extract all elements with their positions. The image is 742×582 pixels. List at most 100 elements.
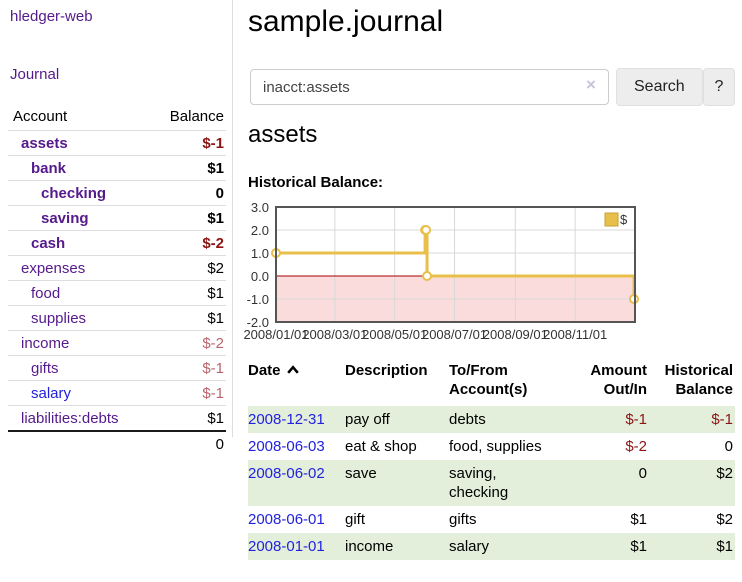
account-balance: $-1 [152,130,226,156]
account-balance: $-2 [152,330,226,356]
svg-text:-1.0: -1.0 [247,292,269,307]
amount-column-header: Amount Out/In [590,362,647,398]
account-balance: $2 [152,255,226,281]
svg-text:2008/03/01: 2008/03/01 [302,327,367,342]
account-row: liabilities:debts $1 [8,405,226,431]
transaction-date-link[interactable]: 2008-06-01 [248,511,325,528]
transaction-accounts: saving, checking [449,465,509,501]
account-row: saving $1 [8,205,226,231]
account-row: bank $1 [8,155,226,181]
sidebar-item-journal[interactable]: Journal [10,66,60,83]
legend-label: $ [620,212,628,227]
account-link-bank[interactable]: bank [31,159,67,177]
account-link-liabilities-debts[interactable]: liabilities:debts [21,409,119,427]
account-row: supplies $1 [8,305,226,331]
accounts-table-header: Account Balance [8,104,226,131]
account-link-salary[interactable]: salary [31,384,72,402]
account-link-food[interactable]: food [31,284,61,302]
transaction-description: eat & shop [345,438,417,455]
search-input[interactable] [250,69,609,105]
accounts-total-value: 0 [152,430,226,456]
account-link-supplies[interactable]: supplies [31,309,87,327]
accounts-column-header: To/From Account(s) [449,362,528,398]
chart-title: Historical Balance: [248,174,384,191]
register-row: 2008-06-01 gift gifts $1 $2 [248,506,735,533]
account-link-gifts[interactable]: gifts [31,359,59,377]
account-row: checking 0 [8,180,226,206]
transaction-accounts: food, supplies [449,438,542,455]
svg-text:2008/07/01: 2008/07/01 [422,327,487,342]
account-balance: $1 [152,405,226,431]
balance-column-header: Historical Balance [664,362,733,398]
account-row: gifts $-1 [8,355,226,381]
transaction-balance: $1 [716,538,733,555]
transaction-date-link[interactable]: 2008-01-01 [248,538,325,555]
transaction-accounts: gifts [449,511,477,528]
accounts-total-row: 0 [8,430,226,456]
account-link-income[interactable]: income [21,334,70,352]
account-row: income $-2 [8,330,226,356]
transaction-balance: 0 [724,438,733,455]
account-balance: $-2 [152,230,226,256]
account-balance: $1 [152,155,226,181]
account-link-checking[interactable]: checking [41,184,107,202]
account-link-cash[interactable]: cash [31,234,66,252]
transaction-amount: $-1 [625,411,647,428]
svg-text:2.0: 2.0 [251,223,269,238]
account-balance: $-1 [152,380,226,406]
transaction-date-link[interactable]: 2008-06-02 [248,465,325,482]
svg-text:3.0: 3.0 [251,200,269,215]
transaction-description: income [345,538,394,555]
account-link-assets[interactable]: assets [21,134,68,152]
register-header-row: Date Description To/From Account(s) Amou… [248,356,735,406]
account-row: cash $-2 [8,230,226,256]
transaction-balance: $2 [716,465,733,482]
date-column-sort[interactable]: Date [248,356,345,406]
account-row: assets $-1 [8,130,226,156]
account-column-header: Account [13,108,68,125]
help-button[interactable]: ? [703,68,735,106]
legend-swatch [604,212,619,227]
account-balance: $-1 [152,355,226,381]
register-table: Date Description To/From Account(s) Amou… [248,356,735,560]
transaction-amount: $-2 [625,438,647,455]
account-link-expenses[interactable]: expenses [21,259,86,277]
transaction-accounts: debts [449,411,486,428]
transaction-balance: $2 [716,511,733,528]
transaction-description: pay off [345,411,390,428]
register-row: 2008-12-31 pay off debts $-1 $-1 [248,406,735,433]
transaction-date-link[interactable]: 2008-06-03 [248,438,325,455]
transaction-amount: $1 [630,538,647,555]
accounts-table: Account Balance assets $-1 bank $1 checkin… [8,104,226,456]
transaction-description: gift [345,511,366,528]
account-balance: $1 [152,305,226,331]
transaction-date-link[interactable]: 2008-12-31 [248,411,325,428]
search-button[interactable]: Search [616,68,703,106]
transaction-accounts: salary [449,538,490,555]
svg-text:1.0: 1.0 [251,246,269,261]
account-balance: $1 [152,205,226,231]
account-row: salary $-1 [8,380,226,406]
clear-search-icon[interactable]: × [586,75,596,94]
sort-ascending-icon [286,361,300,380]
register-row: 2008-06-02 save saving, checking 0 $2 [248,460,735,506]
transaction-description: save [345,465,377,482]
svg-text:0.0: 0.0 [251,269,269,284]
svg-text:2008/05/01: 2008/05/01 [362,327,427,342]
svg-text:-2.0: -2.0 [247,315,269,330]
register-row: 2008-06-03 eat & shop food, supplies $-2… [248,433,735,460]
balance-column-header: Balance [169,108,224,125]
app-title-link[interactable]: hledger-web [10,8,93,25]
description-column-header: Description [345,362,428,379]
sidebar: hledger-web Journal Account Balance asse… [0,0,233,456]
account-balance: $1 [152,280,226,306]
transaction-amount: 0 [638,465,647,482]
account-row: expenses $2 [8,255,226,281]
page-title: sample.journal [248,5,444,38]
svg-text:2008/01/01: 2008/01/01 [243,327,308,342]
transaction-amount: $1 [630,511,647,528]
account-link-saving[interactable]: saving [41,209,89,227]
account-row: food $1 [8,280,226,306]
register-row: 2008-01-01 income salary $1 $1 [248,533,735,560]
data-point-marker [422,271,433,281]
